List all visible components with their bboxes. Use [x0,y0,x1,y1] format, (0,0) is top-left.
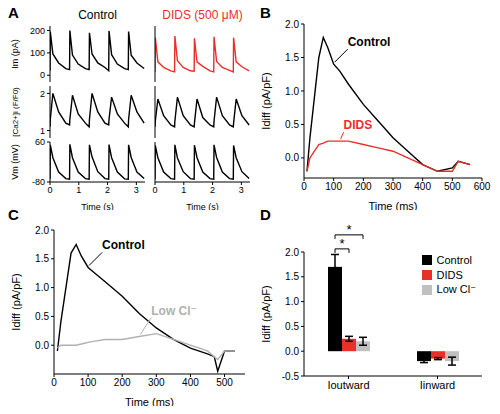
svg-text:-80: -80 [32,177,45,187]
svg-text:200: 200 [114,377,131,388]
svg-text:*: * [346,222,351,237]
svg-text:2: 2 [105,185,110,195]
html-text:Control: Control [436,253,472,266]
svg-text:0.5: 0.5 [35,311,49,322]
svg-text:[Ca2+]i (F/F0): [Ca2+]i (F/F0) [11,87,20,137]
html-text:A: A [8,4,19,21]
svg-text:1: 1 [181,185,186,195]
svg-text:Idiff (pA/pF): Idiff (pA/pF) [260,72,272,129]
svg-text:Time (ms): Time (ms) [368,200,417,210]
svg-text:Vm (mV): Vm (mV) [10,144,20,180]
svg-text:Control: Control [348,35,391,49]
svg-text:2.0: 2.0 [285,247,299,258]
svg-text:Ioutward: Ioutward [327,379,369,391]
svg-text:Im (pA): Im (pA) [10,39,20,69]
svg-text:*: * [339,236,344,251]
svg-text:0.0: 0.0 [285,346,299,357]
svg-text:1.5: 1.5 [285,52,299,63]
svg-text:Idiff (pA/pF): Idiff (pA/pF) [10,273,22,330]
svg-text:100: 100 [30,48,45,58]
svg-text:0: 0 [51,377,57,388]
svg-text:2: 2 [210,185,215,195]
svg-text:100: 100 [325,181,342,192]
svg-text:100: 100 [80,377,97,388]
svg-text:-0.5: -0.5 [282,371,300,382]
svg-text:500: 500 [444,181,461,192]
svg-text:300: 300 [385,181,402,192]
svg-text:0.5: 0.5 [285,321,299,332]
svg-text:2.0: 2.0 [285,19,299,30]
svg-text:0: 0 [301,181,307,192]
svg-text:1.0: 1.0 [285,296,299,307]
svg-text:1.5: 1.5 [285,271,299,282]
svg-text:3: 3 [239,185,244,195]
svg-text:1.0: 1.0 [35,282,49,293]
svg-text:2: 2 [40,89,45,99]
svg-text:Idiff (pA/pF): Idiff (pA/pF) [260,285,272,342]
html-text:DIDS: DIDS [436,268,463,281]
svg-text:0.5: 0.5 [285,119,299,130]
svg-text:200: 200 [30,26,45,36]
svg-text:1: 1 [76,185,81,195]
svg-text:2.0: 2.0 [35,225,49,236]
svg-text:Time (s): Time (s) [81,202,114,210]
svg-text:0.0: 0.0 [35,340,49,351]
svg-text:300: 300 [148,377,165,388]
html-text:D: D [260,206,271,223]
svg-text:Control: Control [102,238,145,252]
svg-text:0: 0 [47,185,52,195]
svg-text:Time (ms): Time (ms) [125,396,174,406]
svg-text:Time (s): Time (s) [186,202,219,210]
svg-text:1.5: 1.5 [35,253,49,264]
html-text:Control: Control [78,8,117,22]
html-text:Low Cl⁻: Low Cl⁻ [436,283,476,295]
svg-text:3: 3 [134,185,139,195]
svg-text:0.0: 0.0 [285,152,299,163]
svg-text:0: 0 [152,185,157,195]
svg-text:60: 60 [35,138,45,147]
svg-text:1: 1 [40,126,45,136]
html-text:DIDS (500 μM): DIDS (500 μM) [162,8,243,22]
svg-text:200: 200 [355,181,372,192]
html-text:C: C [8,206,19,223]
svg-text:0: 0 [40,70,45,80]
svg-text:1.0: 1.0 [285,86,299,97]
svg-text:600: 600 [474,181,491,192]
svg-text:DIDS: DIDS [344,118,373,132]
svg-text:400: 400 [414,181,431,192]
svg-text:500: 500 [216,377,233,388]
svg-text:Iinward: Iinward [420,379,455,391]
svg-text:Low Cl⁻: Low Cl⁻ [151,304,197,318]
svg-text:400: 400 [182,377,199,388]
html-text:B: B [260,4,271,21]
